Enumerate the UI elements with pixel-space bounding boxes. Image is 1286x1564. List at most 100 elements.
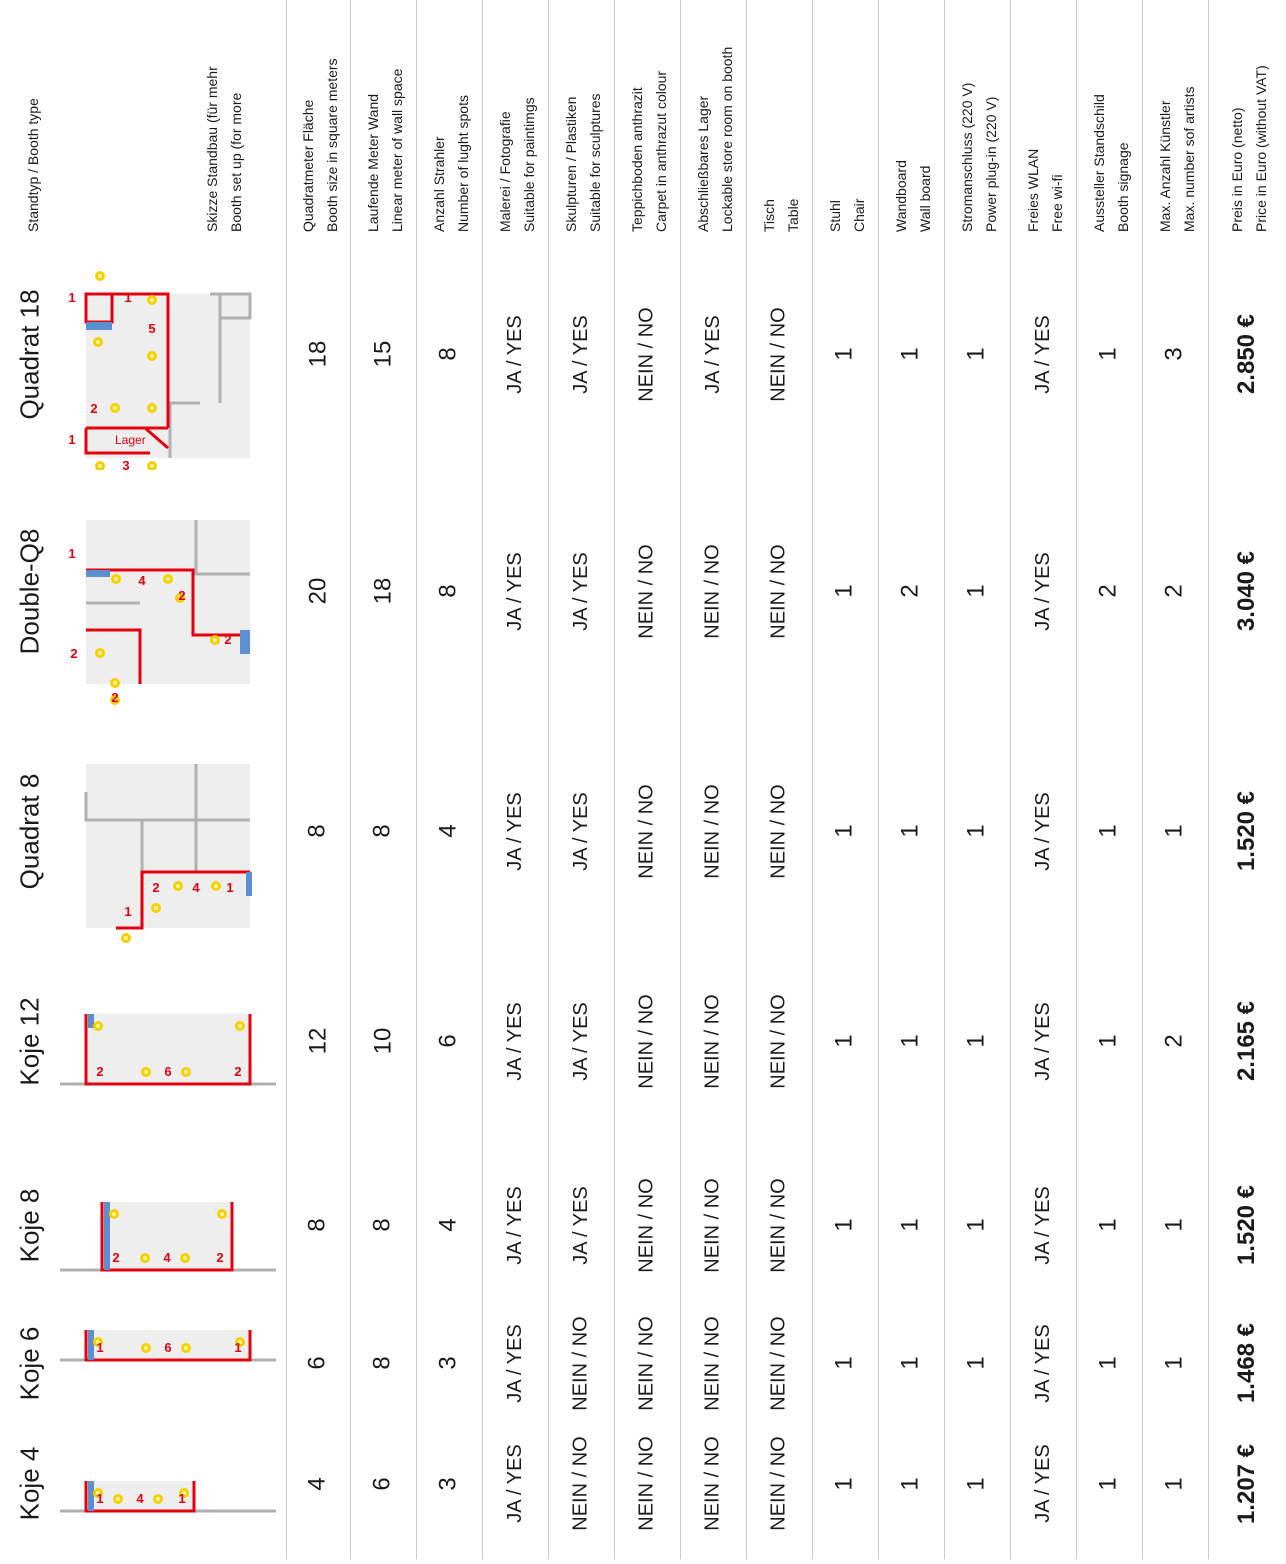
value-cell: 4 [434, 1218, 462, 1232]
value-cell: 1 [1160, 824, 1188, 838]
column-header: Anzahl Strahler Number of lught spots [416, 0, 482, 238]
spotlight-icon [153, 1494, 163, 1504]
value-cell: 10 [368, 1027, 396, 1055]
value-cell: NEIN / NO [635, 543, 658, 639]
price-cell: 2.850 € [1233, 313, 1261, 395]
sketch-label: 1 [234, 1340, 241, 1355]
sketch-label: 2 [111, 690, 118, 705]
sketch-label: 2 [224, 632, 231, 647]
column-header-line: Wandboard [893, 160, 909, 232]
spotlight-icon [181, 1067, 191, 1077]
column-divider [1010, 0, 1011, 1559]
value-cell: 2 [1160, 1034, 1188, 1048]
value-cell: NEIN / NO [635, 1315, 658, 1411]
sketch-label: 2 [70, 646, 77, 661]
value-cell: 1 [830, 1356, 858, 1370]
value-cell: NEIN / NO [635, 306, 658, 402]
value-cell: NEIN / NO [701, 1177, 724, 1273]
spotlight-icon [180, 1253, 190, 1263]
value-cell: JA / YES [1031, 314, 1054, 394]
column-divider [614, 0, 615, 1559]
value-cell: 20 [303, 577, 331, 605]
sketch-label: 2 [178, 588, 185, 603]
sketch-label: 5 [148, 321, 155, 336]
store-label: Lager [115, 433, 146, 447]
spotlight-icon [110, 695, 120, 705]
column-header: Malerei / Fotografie Suitable for paintim… [482, 0, 548, 238]
column-header: Laufende Meter Wand Linear meter of wall … [350, 0, 416, 238]
value-cell: JA / YES [569, 1185, 592, 1265]
value-cell: 1 [1094, 1218, 1122, 1232]
value-cell: 8 [434, 584, 462, 598]
column-header-line: Tisch [761, 199, 777, 232]
value-cell: JA / YES [569, 1001, 592, 1081]
sketch-label: 4 [136, 1491, 144, 1506]
value-cell: NEIN / NO [701, 1436, 724, 1531]
column-header: Freies WLAN Free wi-fi [1010, 0, 1076, 238]
spotlight-icon [141, 1343, 151, 1353]
spotlight-icon [110, 403, 120, 413]
value-cell: 8 [434, 347, 462, 361]
value-cell: JA / YES [569, 551, 592, 631]
column-header-line: Teppichboden anthrazit [629, 87, 645, 232]
column-header-line: Carpet in anthrazut colour [653, 70, 669, 232]
value-cell: NEIN / NO [569, 1315, 592, 1411]
value-cell: NEIN / NO [767, 1315, 790, 1411]
column-header: Stromanschluss (220 V) Power plug-in (220… [944, 0, 1010, 238]
value-cell: NEIN / NO [635, 783, 658, 879]
booth-name: Koje 8 [14, 1188, 45, 1262]
value-cell: 8 [368, 1356, 396, 1370]
spotlight-icon [93, 337, 103, 347]
booth-sketch: 1 6 1 [60, 1318, 286, 1408]
spotlight-icon [141, 1067, 151, 1077]
column-divider [482, 0, 483, 1559]
value-cell: 4 [303, 1476, 331, 1491]
column-header: Skizze Standbau (für mehr Booth set up (f… [60, 0, 286, 238]
value-cell: 1 [896, 1476, 924, 1491]
price-cell: 1.207 € [1233, 1443, 1261, 1524]
value-cell: 3 [434, 1356, 462, 1370]
value-cell: 18 [368, 577, 396, 605]
column-header: Aussteller Standschild Booth signage [1076, 0, 1142, 238]
value-cell: JA / YES [1031, 1001, 1054, 1081]
column-header-line: Wall board [917, 165, 933, 232]
sketch-label: 2 [96, 1064, 103, 1079]
value-cell: JA / YES [1031, 1185, 1054, 1265]
spotlight-icon [140, 1253, 150, 1263]
column-header-line: Laufende Meter Wand [365, 93, 381, 232]
spotlight-icon [181, 1343, 191, 1353]
column-header-line: Lockable store room on booth [719, 46, 735, 232]
value-cell: JA / YES [569, 791, 592, 871]
column-header-line: Max. number sof artists [1181, 86, 1197, 233]
value-cell: 1 [1094, 1034, 1122, 1048]
spotlight-icon [210, 635, 220, 645]
value-cell: 2 [1094, 584, 1122, 598]
value-cell: 1 [896, 1356, 924, 1370]
column-header-line: Booth set up (for more [228, 92, 244, 232]
sketch-label: 3 [122, 458, 129, 470]
value-cell: NEIN / NO [569, 1436, 592, 1531]
column-header-line: Free wi-fi [1049, 174, 1065, 232]
booth-sketch: Lager 1 1 5 2 1 3 [60, 238, 286, 473]
value-cell: JA / YES [1031, 551, 1054, 631]
sketch-label: 2 [112, 1250, 119, 1265]
value-cell: 4 [434, 824, 462, 838]
column-header-line: Preis in Euro (netto) [1229, 107, 1245, 233]
booth-sketch: 1 4 1 [60, 1408, 286, 1559]
sketch-label: 6 [164, 1340, 171, 1355]
value-cell: JA / YES [503, 551, 526, 631]
sketch-label: 1 [124, 904, 131, 919]
sketch-label: 1 [96, 1491, 103, 1506]
spotlight-icon [95, 271, 105, 281]
column-header-line: Standtyp / Booth type [25, 98, 41, 232]
value-cell: 1 [830, 1218, 858, 1232]
column-header-line: Suitable for paintimgs [521, 97, 537, 232]
sketch-label: 6 [164, 1064, 171, 1079]
value-cell: 3 [1160, 347, 1188, 361]
column-header: Skulpturen / Plastiken Suitable for sculp… [548, 0, 614, 238]
spotlight-icon [173, 881, 183, 891]
value-cell: NEIN / NO [701, 783, 724, 879]
spotlight-icon [235, 1337, 245, 1347]
value-cell: 1 [1094, 824, 1122, 838]
column-header: Teppichboden anthrazit Carpet in anthrazu… [614, 0, 680, 238]
